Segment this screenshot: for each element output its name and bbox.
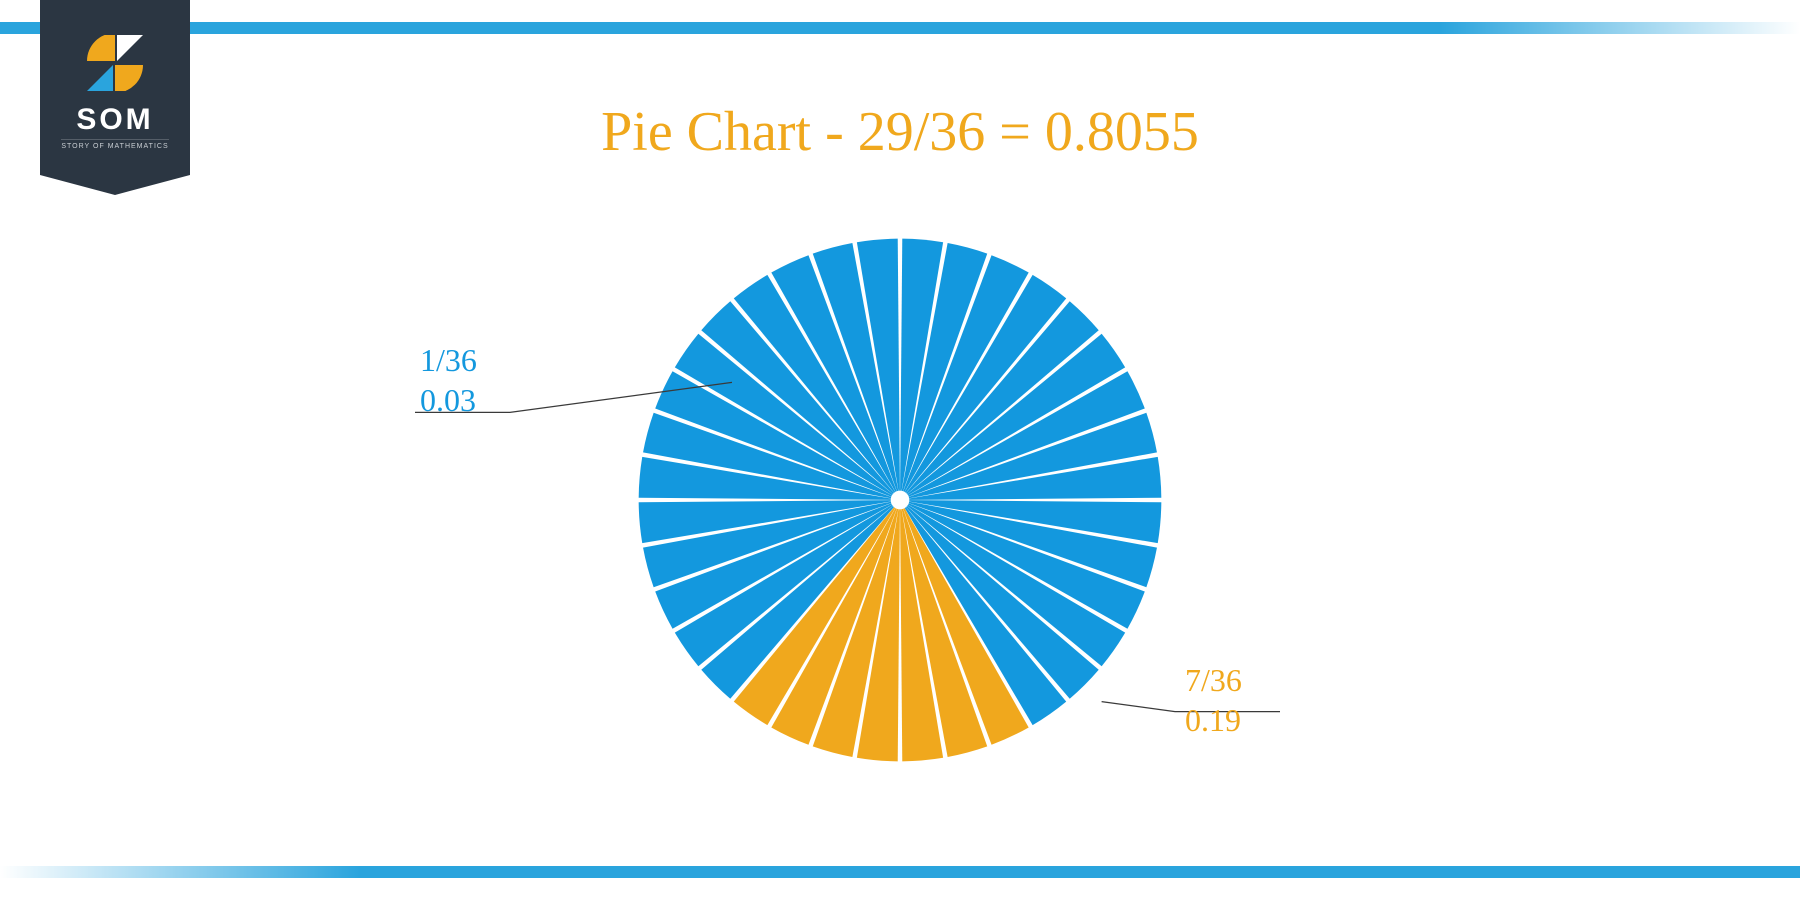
pie-chart <box>620 220 1180 780</box>
bottom-accent-bar <box>0 866 1800 878</box>
pie-center-hole <box>891 491 910 510</box>
callout-orange: 7/36 0.19 <box>1185 660 1242 740</box>
brand-icon <box>87 35 143 91</box>
top-accent-bar <box>0 22 1800 34</box>
callout-orange-decimal: 0.19 <box>1185 700 1242 740</box>
brand-name: SOM <box>76 103 153 137</box>
chart-title: Pie Chart - 29/36 = 0.8055 <box>601 100 1199 164</box>
brand-badge: SOM STORY OF MATHEMATICS <box>40 0 190 175</box>
pie-svg <box>620 220 1180 780</box>
callout-blue: 1/36 0.03 <box>420 340 477 420</box>
callout-blue-decimal: 0.03 <box>420 380 477 420</box>
callout-blue-fraction: 1/36 <box>420 340 477 380</box>
brand-tagline: STORY OF MATHEMATICS <box>61 139 168 150</box>
callout-orange-fraction: 7/36 <box>1185 660 1242 700</box>
